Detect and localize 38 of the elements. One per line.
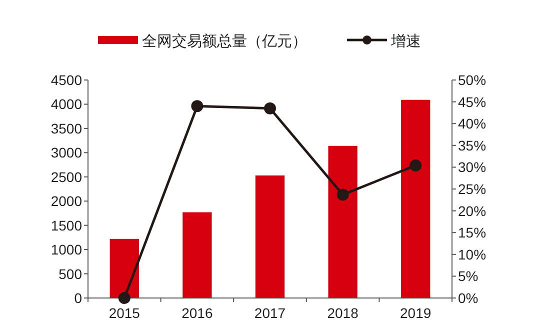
- x-tick-label: 2018: [327, 305, 359, 321]
- y2-tick-label: 35%: [458, 137, 486, 154]
- x-tick-label: 2017: [254, 305, 286, 321]
- y-tick-label: 2500: [50, 168, 82, 185]
- x-tick-label: 2019: [400, 305, 432, 321]
- x-tick-label: 2016: [182, 305, 213, 321]
- bar: [182, 212, 212, 298]
- y-tick-label: 1500: [50, 217, 82, 234]
- y2-tick-label: 20%: [458, 202, 486, 219]
- y2-tick-label: 15%: [458, 224, 486, 241]
- x-tick-label: 2015: [108, 305, 140, 321]
- y2-tick-label: 50%: [458, 72, 486, 88]
- bar: [328, 146, 358, 298]
- y2-tick-label: 10%: [458, 246, 486, 262]
- legend-label: 增速: [390, 33, 421, 50]
- y2-tick-label: 5%: [458, 268, 478, 284]
- bar: [401, 100, 430, 298]
- y-tick-label: 1000: [50, 242, 82, 258]
- y-tick-label: 3500: [50, 120, 82, 136]
- point: [191, 100, 204, 112]
- y2-tick-label: 40%: [458, 116, 486, 132]
- y2-tick-label: 0%: [458, 290, 478, 306]
- y2-tick-label: 45%: [458, 94, 486, 110]
- bar: [110, 238, 139, 298]
- legend-label: 全网交易额总量（亿元）: [142, 33, 307, 50]
- y-tick-label: 500: [58, 266, 82, 282]
- y-tick-label: 4000: [50, 96, 82, 112]
- y-tick-label: 3000: [50, 144, 82, 161]
- point: [336, 188, 349, 201]
- point: [118, 292, 130, 304]
- y-tick-label: 2000: [50, 193, 82, 210]
- y-tick-label: 4500: [50, 72, 82, 88]
- y-tick-label: 0: [74, 290, 82, 306]
- y2-tick-label: 30%: [458, 159, 486, 176]
- y2-tick-label: 25%: [458, 181, 486, 197]
- point: [264, 102, 276, 114]
- point: [410, 159, 422, 172]
- bar: [255, 175, 285, 298]
